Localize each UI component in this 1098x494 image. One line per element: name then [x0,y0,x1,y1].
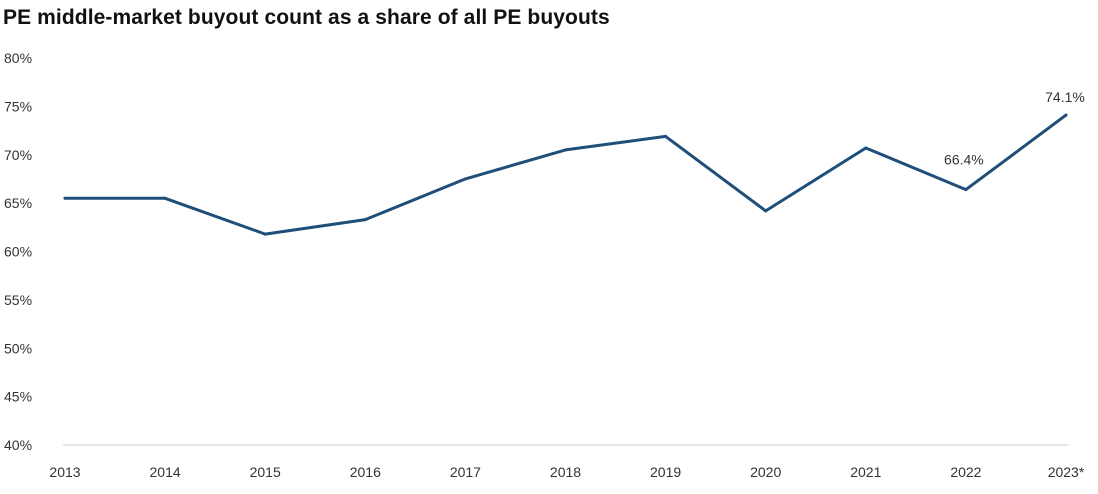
y-tick-label: 40% [4,437,32,453]
data-point [363,218,367,222]
data-point [764,209,768,213]
x-axis-tick-labels: 2013 2014 2015 2016 2017 2018 2019 2020 2021 2022… [49,464,1084,480]
data-label: 74.1% [1045,89,1085,105]
y-tick-label: 55% [4,292,32,308]
x-tick-label: 2021 [850,464,881,480]
data-point [864,146,868,150]
x-tick-label: 2016 [350,464,381,480]
x-tick-label: 2013 [49,464,80,480]
x-tick-label: 2022 [950,464,981,480]
chart-title: PE middle-market buyout count as a share… [3,6,610,29]
data-label: 66.4% [944,152,984,168]
data-point [463,177,467,181]
data-point [964,188,968,192]
y-tick-label: 80% [4,50,32,66]
y-tick-label: 65% [4,195,32,211]
data-point [163,196,167,200]
x-tick-label: 2023* [1048,464,1085,480]
data-point [63,196,67,200]
x-tick-label: 2017 [450,464,481,480]
y-tick-label: 50% [4,340,32,356]
data-point [564,148,567,152]
y-axis-tick-labels: 40% 45% 50% 55% 60% 65% 70% 75% 80% [4,50,32,453]
series-line [63,113,1068,236]
y-tick-label: 45% [4,389,32,405]
y-tick-label: 75% [4,98,32,114]
y-tick-label: 60% [4,244,32,260]
data-labels: 66.4% 74.1% [944,89,1085,167]
data-point [664,134,668,138]
data-point [1064,113,1068,117]
series-group [63,113,1068,236]
x-tick-label: 2018 [550,464,581,480]
x-tick-label: 2015 [250,464,281,480]
data-point [263,232,267,236]
x-tick-label: 2019 [650,464,681,480]
x-tick-label: 2014 [150,464,181,480]
y-tick-label: 70% [4,147,32,163]
x-tick-label: 2020 [750,464,781,480]
